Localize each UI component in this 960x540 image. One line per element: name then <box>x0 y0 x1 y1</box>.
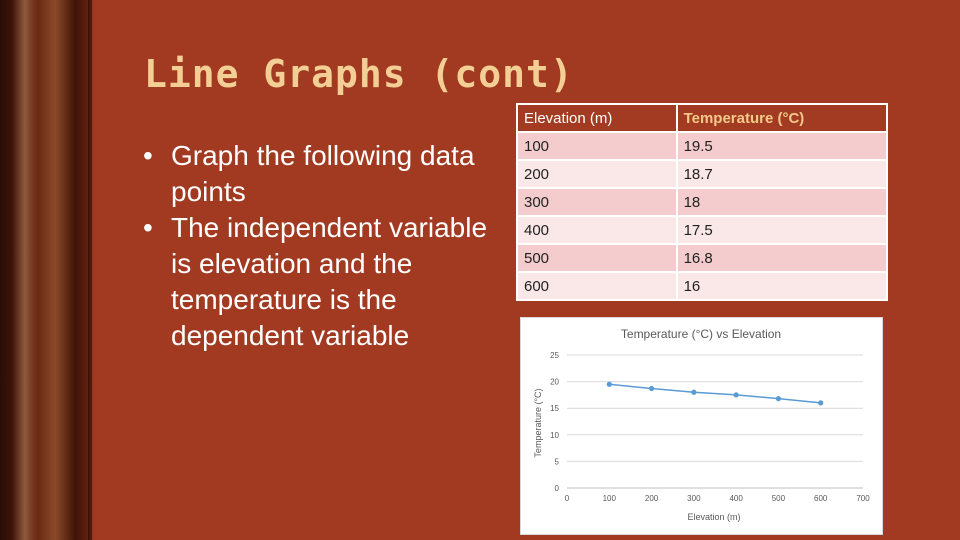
chart-title: Temperature (°C) vs Elevation <box>621 327 781 341</box>
bullet-list: Graph the following data points The inde… <box>143 138 513 354</box>
x-tick-label: 500 <box>772 494 786 503</box>
table-row: 500 16.8 <box>518 245 886 271</box>
y-tick-label: 0 <box>555 484 560 493</box>
table-row: 200 18.7 <box>518 161 886 187</box>
x-tick-label: 300 <box>687 494 701 503</box>
chart-series <box>606 381 824 406</box>
table-row: 300 18 <box>518 189 886 215</box>
cell-temperature: 19.5 <box>677 133 886 159</box>
cell-temperature: 17.5 <box>677 217 886 243</box>
y-tick-label: 5 <box>555 457 560 466</box>
cell-elevation: 600 <box>518 273 676 299</box>
x-tick-label: 100 <box>603 494 617 503</box>
x-tick-label: 0 <box>565 494 570 503</box>
series-line <box>609 383 821 404</box>
slide-title: Line Graphs (cont) <box>144 52 574 96</box>
chart-gridlines <box>567 354 863 489</box>
data-table: Elevation (m) Temperature (°C) 100 19.5 … <box>516 103 888 301</box>
x-tick-label: 600 <box>814 494 828 503</box>
data-point <box>606 381 612 387</box>
y-tick-label: 15 <box>550 404 559 413</box>
x-tick-label: 400 <box>729 494 743 503</box>
bullet-item: The independent variable is elevation an… <box>143 210 513 354</box>
cell-temperature: 16.8 <box>677 245 886 271</box>
data-point <box>648 385 655 392</box>
cell-elevation: 100 <box>518 133 676 159</box>
bullet-item: Graph the following data points <box>143 138 513 210</box>
y-tick-label: 20 <box>550 378 559 387</box>
cell-elevation: 200 <box>518 161 676 187</box>
cell-temperature: 18.7 <box>677 161 886 187</box>
data-point <box>733 392 739 398</box>
data-point <box>691 389 697 395</box>
y-tick-label: 25 <box>550 351 559 360</box>
cell-elevation: 300 <box>518 189 676 215</box>
cell-temperature: 16 <box>677 273 886 299</box>
x-axis-label: Elevation (m) <box>687 512 740 522</box>
y-tick-label: 10 <box>550 431 559 440</box>
table-row: 400 17.5 <box>518 217 886 243</box>
x-axis-ticks: 0 100 200 300 400 500 600 700 <box>565 494 870 503</box>
cell-elevation: 400 <box>518 217 676 243</box>
line-chart: Temperature (°C) vs Elevation 0 5 10 15 20 25… <box>520 317 883 535</box>
header-elevation: Elevation (m) <box>518 105 676 131</box>
decorative-photo-strip <box>0 0 94 540</box>
x-tick-label: 700 <box>856 494 870 503</box>
cell-elevation: 500 <box>518 245 676 271</box>
data-point <box>818 400 824 406</box>
cell-temperature: 18 <box>677 189 886 215</box>
table-header-row: Elevation (m) Temperature (°C) <box>518 105 886 131</box>
x-tick-label: 200 <box>645 494 659 503</box>
table-row: 600 16 <box>518 273 886 299</box>
y-axis-ticks: 0 5 10 15 20 25 <box>550 351 559 493</box>
table-row: 100 19.5 <box>518 133 886 159</box>
header-temperature: Temperature (°C) <box>677 105 886 131</box>
data-point <box>775 396 782 402</box>
y-axis-label: Temperature (°C) <box>533 388 543 457</box>
chart-svg: Temperature (°C) vs Elevation 0 5 10 15 20 25… <box>533 327 870 522</box>
